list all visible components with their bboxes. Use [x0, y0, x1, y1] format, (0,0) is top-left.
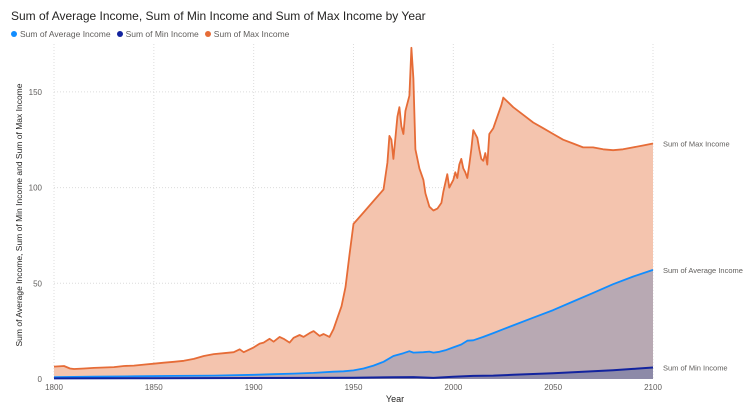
legend-item-average[interactable]: Sum of Average Income — [11, 29, 111, 39]
y-tick-label: 50 — [33, 279, 42, 288]
line-min[interactable] — [53, 366, 654, 380]
x-tick-label: 2100 — [644, 383, 662, 392]
x-tick-label: 1950 — [345, 383, 363, 392]
end-label-average: Sum of Average Income — [663, 266, 743, 275]
y-tick-label: 150 — [29, 88, 43, 97]
legend-swatch-min — [116, 31, 123, 37]
area-max[interactable] — [54, 47, 653, 380]
x-tick-label: 2050 — [544, 383, 562, 392]
x-axis-title: Year — [386, 394, 404, 404]
y-axis: 0 50 100 150 — [29, 88, 43, 384]
line-average[interactable] — [53, 269, 654, 378]
legend-swatch-average — [11, 31, 17, 37]
end-label-min: Sum of Min Income — [663, 364, 728, 373]
chart-legend: Sum of Average Income Sum of Min Income … — [11, 29, 295, 39]
x-tick-label: 1900 — [245, 383, 263, 392]
legend-item-max[interactable]: Sum of Max Income — [204, 29, 290, 39]
legend-label-max: Sum of Max Income — [213, 29, 290, 39]
legend-label-min: Sum of Min Income — [125, 29, 199, 39]
y-tick-label: 0 — [38, 375, 43, 384]
x-tick-label: 1850 — [145, 383, 163, 392]
end-label-max: Sum of Max Income — [663, 140, 730, 149]
y-axis-title: Sum of Average Income, Sum of Min Income… — [14, 83, 24, 346]
series-lines — [53, 46, 654, 380]
area-fills — [54, 47, 653, 380]
x-tick-label: 2000 — [444, 383, 462, 392]
x-axis: 1800 1850 1900 1950 2000 2050 2100 — [45, 383, 662, 392]
legend-label-average: Sum of Average Income — [20, 29, 111, 39]
area-average[interactable] — [54, 269, 653, 379]
x-tick-label: 1800 — [45, 383, 63, 392]
end-labels: Sum of Max Income Sum of Average Income Su… — [663, 140, 743, 373]
y-tick-label: 100 — [29, 184, 43, 193]
legend-item-min[interactable]: Sum of Min Income — [116, 29, 199, 39]
legend-swatch-max — [204, 31, 211, 37]
line-max[interactable] — [53, 46, 654, 370]
chart-title: Sum of Average Income, Sum of Min Income… — [11, 9, 426, 23]
